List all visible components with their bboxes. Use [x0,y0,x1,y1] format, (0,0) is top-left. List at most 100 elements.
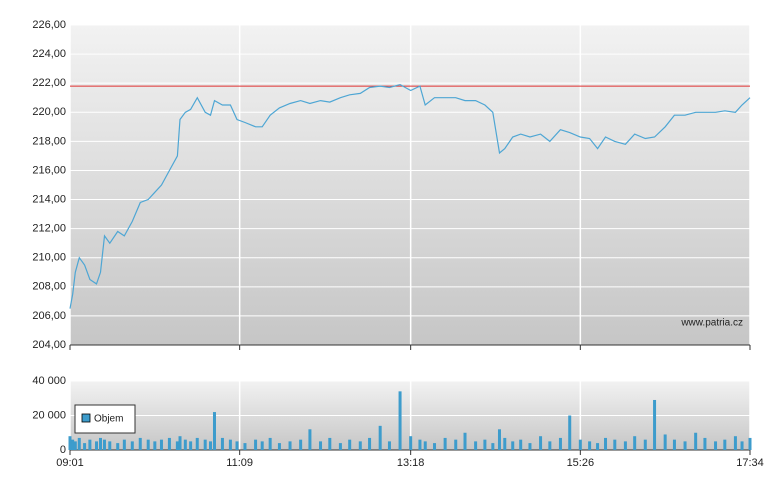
volume-bar [95,441,99,450]
volume-bar [338,443,342,450]
volume-bar [71,439,75,450]
volume-bar [463,432,467,450]
volume-bar [740,441,744,450]
watermark: www.patria.cz [680,318,743,329]
volume-bar [409,436,413,450]
volume-bar [423,441,427,450]
volume-bar [130,441,134,450]
y-tick-label: 212,00 [32,223,66,235]
volume-bar [539,436,543,450]
volume-bar [418,439,422,450]
x-tick-label: 11:09 [226,457,253,469]
legend-label: Objem [94,414,123,425]
volume-bar [195,437,199,450]
volume-bar [672,439,676,450]
volume-bar [212,412,216,450]
volume-bar [578,439,582,450]
volume-bar [703,437,707,450]
volume-bar [683,441,687,450]
volume-bar [714,441,718,450]
volume-bar [308,429,312,450]
volume-bar [588,441,592,450]
volume-bar [277,443,281,450]
volume-bar [268,437,272,450]
price-line [69,83,751,309]
volume-bar [528,443,532,450]
y-tick-label: 220,00 [32,106,66,118]
volume-bar [319,441,323,450]
volume-bar [220,437,224,450]
y-tick-label: 216,00 [32,164,66,176]
x-tick-label: 13:18 [397,457,425,469]
volume-bar [643,439,647,450]
x-tick-label: 09:01 [56,457,84,469]
volume-bar [328,437,332,450]
volume-bar [73,441,77,450]
volume-bar [98,437,102,450]
volume-bar [153,441,157,450]
volume-bar [663,434,667,450]
volume-bar [77,437,81,450]
volume-bar [159,439,163,450]
volume-bar [235,441,239,450]
volume-bar [138,437,142,450]
volume-bar [348,439,352,450]
volume-bar [596,443,600,450]
volume-bar [102,439,106,450]
volume-bar [548,441,552,450]
volume-bar [387,441,391,450]
y-tick-label: 20 000 [32,409,66,421]
volume-bar [243,443,247,450]
x-tick-label: 17:34 [736,457,764,469]
y-tick-label: 214,00 [32,193,66,205]
volume-bar [122,439,126,450]
volume-bar [633,436,637,450]
volume-bar [503,437,507,450]
volume-bar [83,443,87,450]
volume-bar [183,439,187,450]
volume-bar [474,441,478,450]
volume-bar [568,415,572,450]
volume-bar [209,441,213,450]
volume-bar [733,436,737,450]
y-tick-label: 40 000 [32,375,66,387]
x-tick-label: 15:26 [567,457,595,469]
volume-bar [299,439,303,450]
volume-bar [748,437,752,450]
y-tick-label: 204,00 [32,339,66,351]
y-tick-label: 218,00 [32,135,66,147]
volume-bar [358,441,362,450]
volume-bar [167,437,171,450]
volume-bar [653,399,657,450]
volume-bar [203,439,207,450]
volume-bar [260,441,264,450]
volume-bar [613,439,617,450]
volume-bar [88,439,92,450]
legend-swatch [81,413,91,423]
volume-bar [623,441,627,450]
volume-bar [108,441,112,450]
y-tick-label: 208,00 [32,281,66,293]
volume-bar [146,439,150,450]
y-tick-label: 0 [60,444,66,456]
volume-bar [178,436,182,450]
volume-bar [175,441,179,450]
volume-bar [491,443,495,450]
volume-bar [454,439,458,450]
volume-bar [228,439,232,450]
y-tick-label: 224,00 [32,48,66,60]
volume-bar [511,441,515,450]
volume-bar [723,439,727,450]
volume-bar [398,391,402,450]
volume-bar [433,443,437,450]
y-tick-label: 206,00 [32,310,66,322]
volume-bar [694,432,698,450]
volume-bar [483,439,487,450]
y-tick-label: 210,00 [32,252,66,264]
volume-bar [368,437,372,450]
volume-bar [116,443,120,450]
volume-bar [497,429,501,450]
volume-bar [558,437,562,450]
volume-bar [254,439,258,450]
